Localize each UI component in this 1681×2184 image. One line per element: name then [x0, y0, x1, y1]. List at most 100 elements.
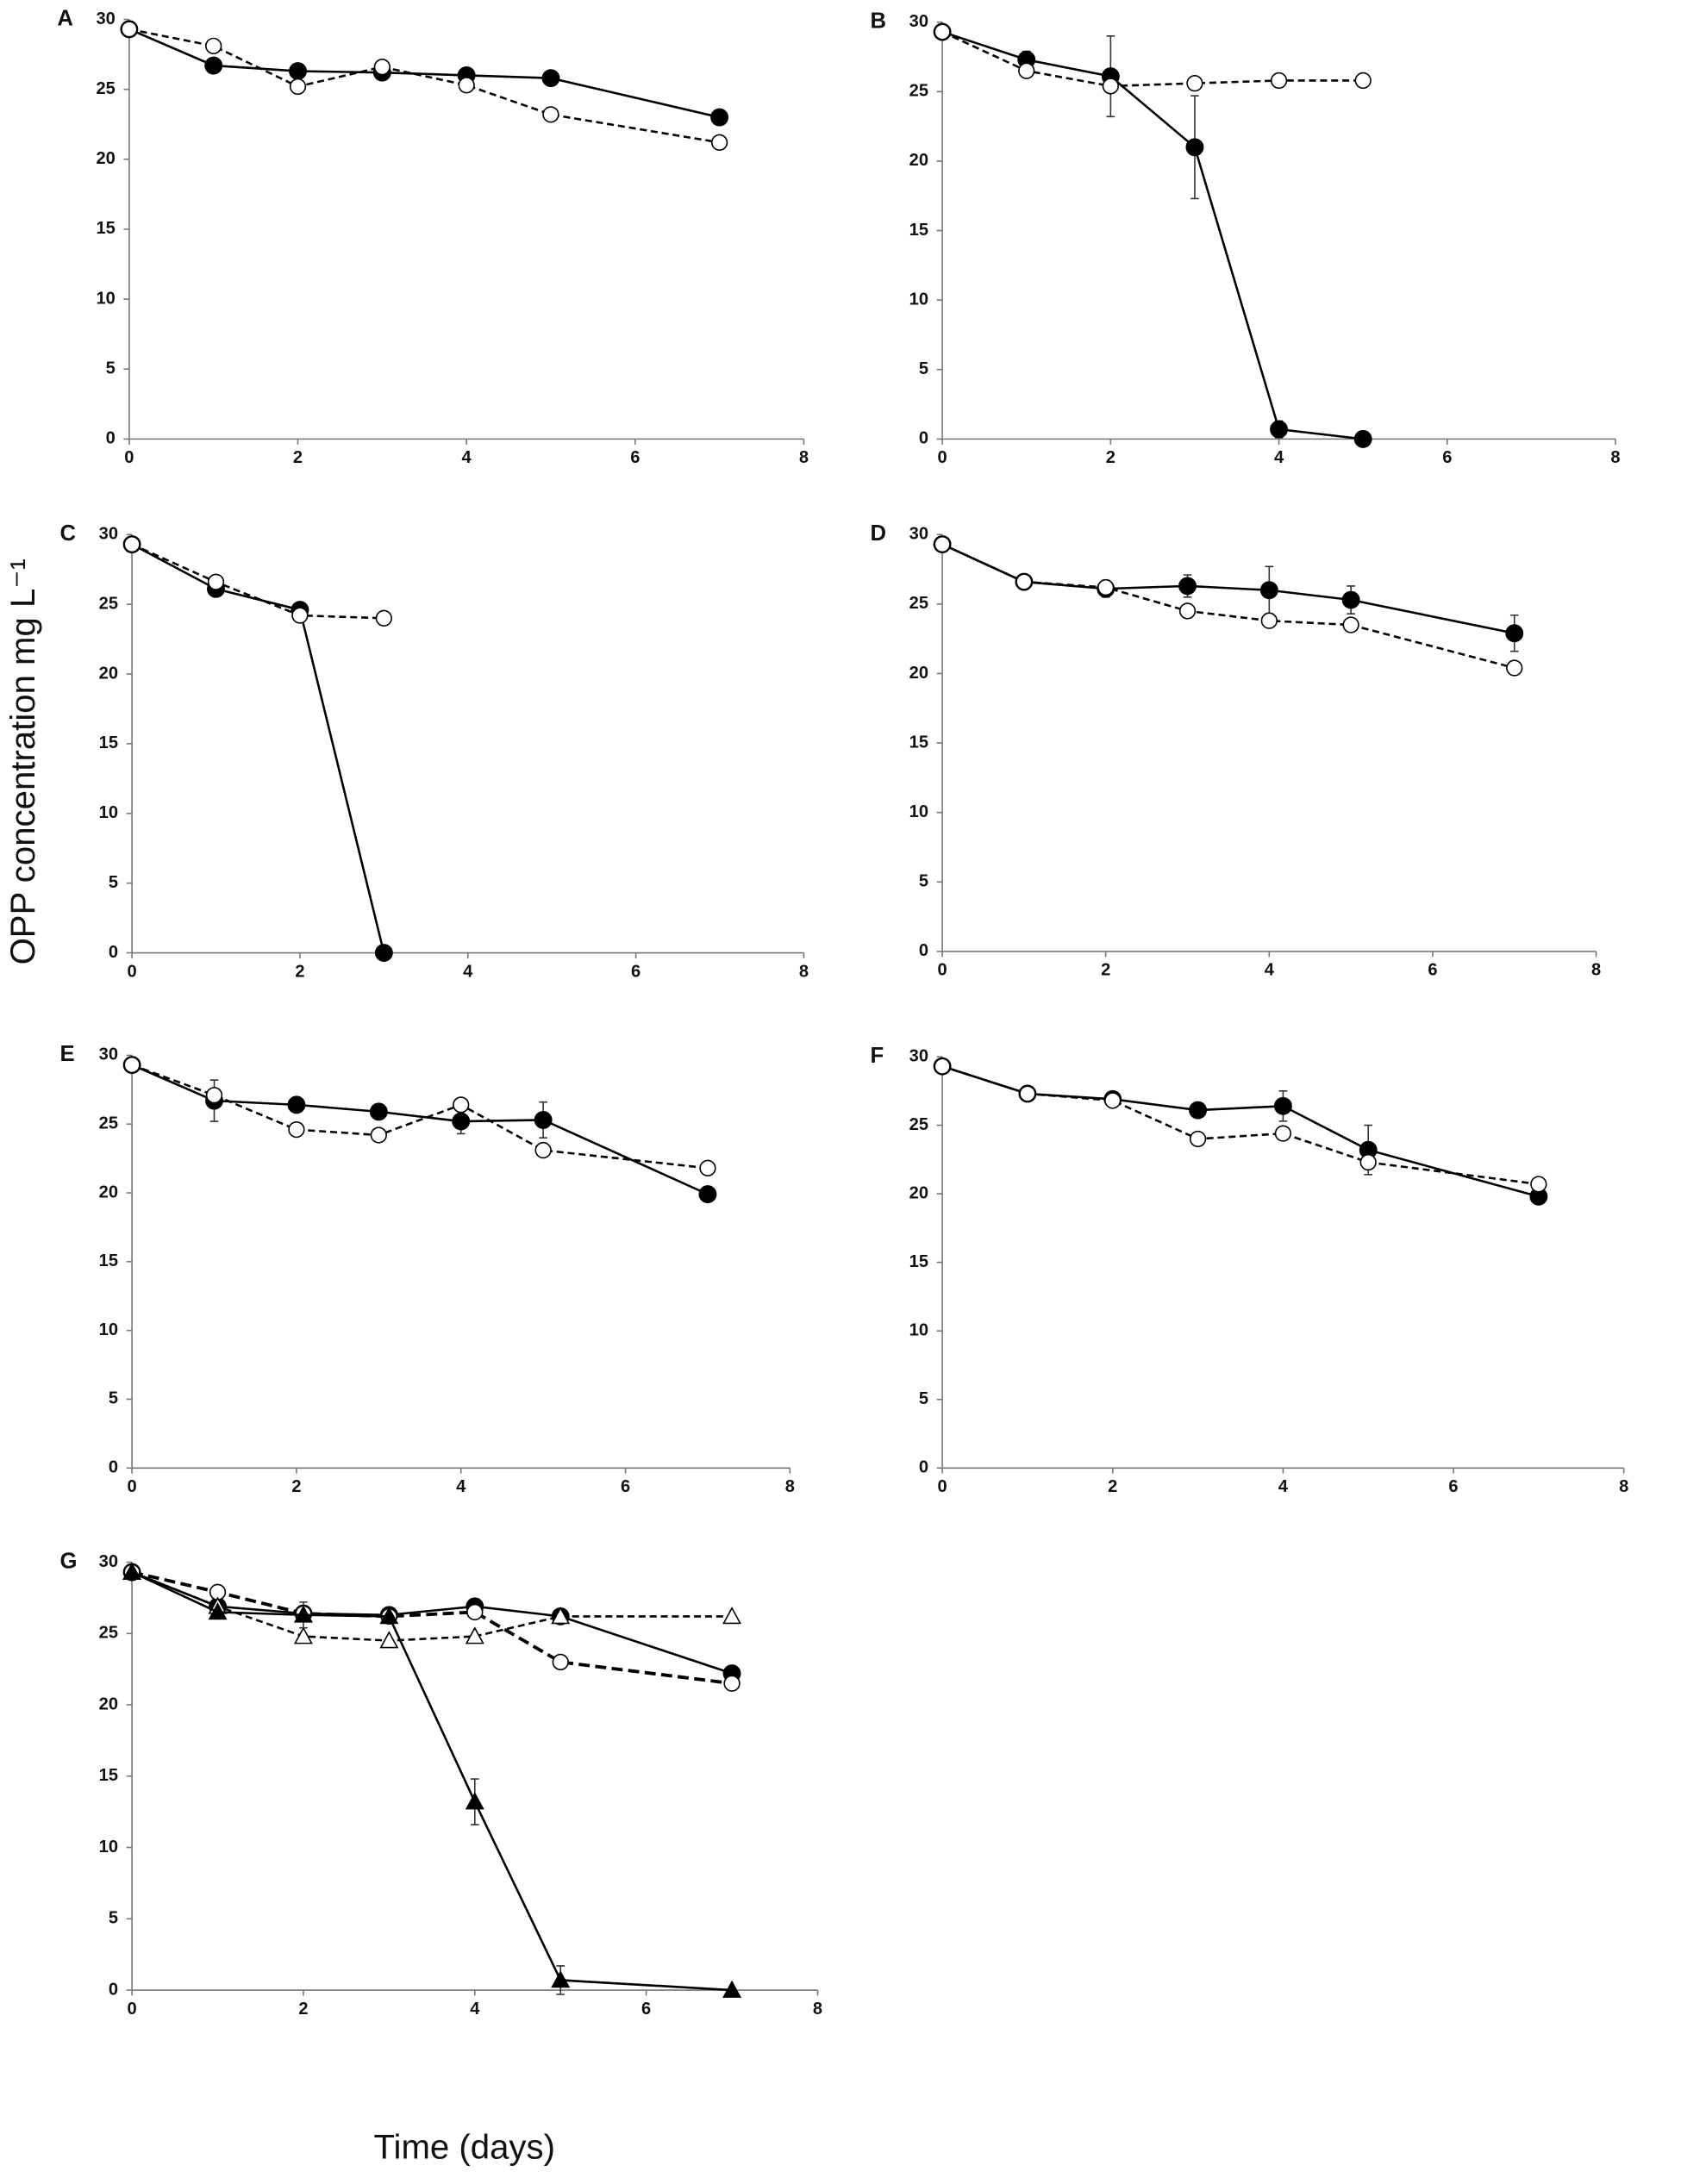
marker — [289, 62, 307, 80]
x-tick-label: 4 — [462, 448, 472, 467]
x-tick-label: 8 — [813, 2000, 822, 2019]
marker — [534, 1110, 553, 1129]
marker — [1270, 72, 1288, 90]
panel-label: F — [871, 1044, 884, 1068]
y-tick-label: 10 — [99, 803, 118, 822]
marker — [1274, 1125, 1292, 1142]
marker — [1178, 577, 1197, 596]
marker — [369, 1102, 388, 1121]
y-tick-label: 5 — [109, 1909, 118, 1928]
y-tick-label: 15 — [99, 733, 118, 752]
marker — [723, 1675, 741, 1692]
panel-label: G — [60, 1549, 78, 1573]
marker — [458, 77, 475, 94]
series-line — [941, 30, 1364, 88]
marker — [534, 1141, 552, 1159]
marker — [123, 535, 141, 553]
x-tick-label: 2 — [291, 1477, 301, 1496]
y-tick-label: 15 — [909, 1252, 928, 1271]
y-tick-label: 25 — [909, 82, 928, 101]
y-tick-label: 10 — [909, 290, 928, 309]
y-tick-label: 30 — [909, 1046, 928, 1065]
y-tick-label: 5 — [109, 1389, 118, 1408]
marker — [542, 106, 559, 123]
x-tick-label: 4 — [1265, 961, 1275, 980]
x-tick-label: 6 — [621, 1477, 630, 1496]
x-tick-label: 4 — [456, 1477, 466, 1496]
marker — [1097, 578, 1115, 596]
marker — [1505, 624, 1524, 643]
y-tick-label: 15 — [909, 221, 928, 240]
marker — [1015, 573, 1033, 590]
marker — [289, 78, 307, 96]
y-tick-label: 0 — [919, 941, 928, 960]
marker — [934, 1058, 951, 1075]
x-tick-label: 0 — [124, 448, 134, 467]
marker — [551, 1607, 571, 1625]
x-tick-label: 2 — [295, 962, 304, 981]
marker — [1273, 1096, 1292, 1115]
y-tick-label: 15 — [909, 733, 928, 752]
y-tick-label: 20 — [96, 149, 115, 168]
marker — [123, 1056, 141, 1074]
x-tick-label: 8 — [1619, 1477, 1628, 1496]
marker — [1185, 138, 1204, 157]
y-tick-label: 0 — [109, 1980, 118, 1999]
marker — [466, 1603, 484, 1621]
marker — [287, 1095, 306, 1114]
y-tick-label: 10 — [909, 802, 928, 821]
panel-label: E — [60, 1042, 75, 1066]
marker — [1102, 78, 1119, 95]
x-tick-label: 2 — [1108, 1477, 1117, 1496]
marker — [698, 1185, 717, 1204]
y-tick-label: 5 — [919, 359, 928, 378]
y-tick-label: 5 — [109, 873, 118, 892]
series-line — [941, 30, 1364, 440]
y-tick-label: 20 — [99, 1182, 118, 1201]
y-axis-title: OPP concentration mg L⁻¹ — [3, 558, 42, 964]
y-tick-label: 25 — [99, 1624, 118, 1643]
marker — [1018, 62, 1035, 79]
x-tick-label: 6 — [641, 2000, 651, 2019]
y-tick-label: 25 — [909, 1115, 928, 1134]
x-tick-label: 8 — [799, 448, 809, 467]
marker — [1259, 581, 1278, 600]
marker — [1506, 659, 1523, 677]
y-tick-label: 20 — [909, 151, 928, 170]
marker — [293, 1605, 313, 1623]
marker — [379, 1607, 399, 1625]
y-tick-label: 20 — [99, 1694, 118, 1713]
marker — [1341, 590, 1360, 609]
x-tick-label: 6 — [1428, 961, 1437, 980]
x-tick-label: 4 — [470, 2000, 480, 2019]
y-tick-label: 30 — [99, 525, 118, 544]
y-tick-label: 15 — [96, 219, 115, 238]
y-tick-label: 15 — [99, 1251, 118, 1270]
marker — [1186, 75, 1203, 92]
marker — [465, 1792, 484, 1810]
y-tick-label: 30 — [96, 9, 115, 28]
y-tick-label: 25 — [96, 79, 115, 98]
marker — [291, 607, 309, 624]
y-tick-label: 25 — [99, 594, 118, 613]
marker — [370, 1126, 387, 1144]
marker — [375, 609, 392, 627]
y-tick-label: 0 — [109, 1458, 118, 1477]
y-tick-label: 20 — [99, 664, 118, 683]
x-tick-label: 0 — [938, 448, 947, 467]
series-line — [131, 1064, 709, 1195]
x-tick-label: 8 — [785, 1477, 795, 1496]
marker — [1354, 72, 1372, 90]
marker — [1353, 429, 1372, 448]
marker — [293, 1626, 313, 1644]
marker — [1260, 612, 1278, 629]
marker — [1178, 602, 1197, 620]
y-tick-label: 5 — [106, 359, 116, 378]
series-line — [131, 1570, 733, 1992]
panel-label: B — [871, 9, 887, 33]
x-tick-label: 2 — [1101, 961, 1110, 980]
x-tick-label: 6 — [1442, 448, 1452, 467]
marker — [453, 1096, 470, 1114]
series-line — [131, 543, 384, 620]
marker — [722, 1980, 742, 1998]
